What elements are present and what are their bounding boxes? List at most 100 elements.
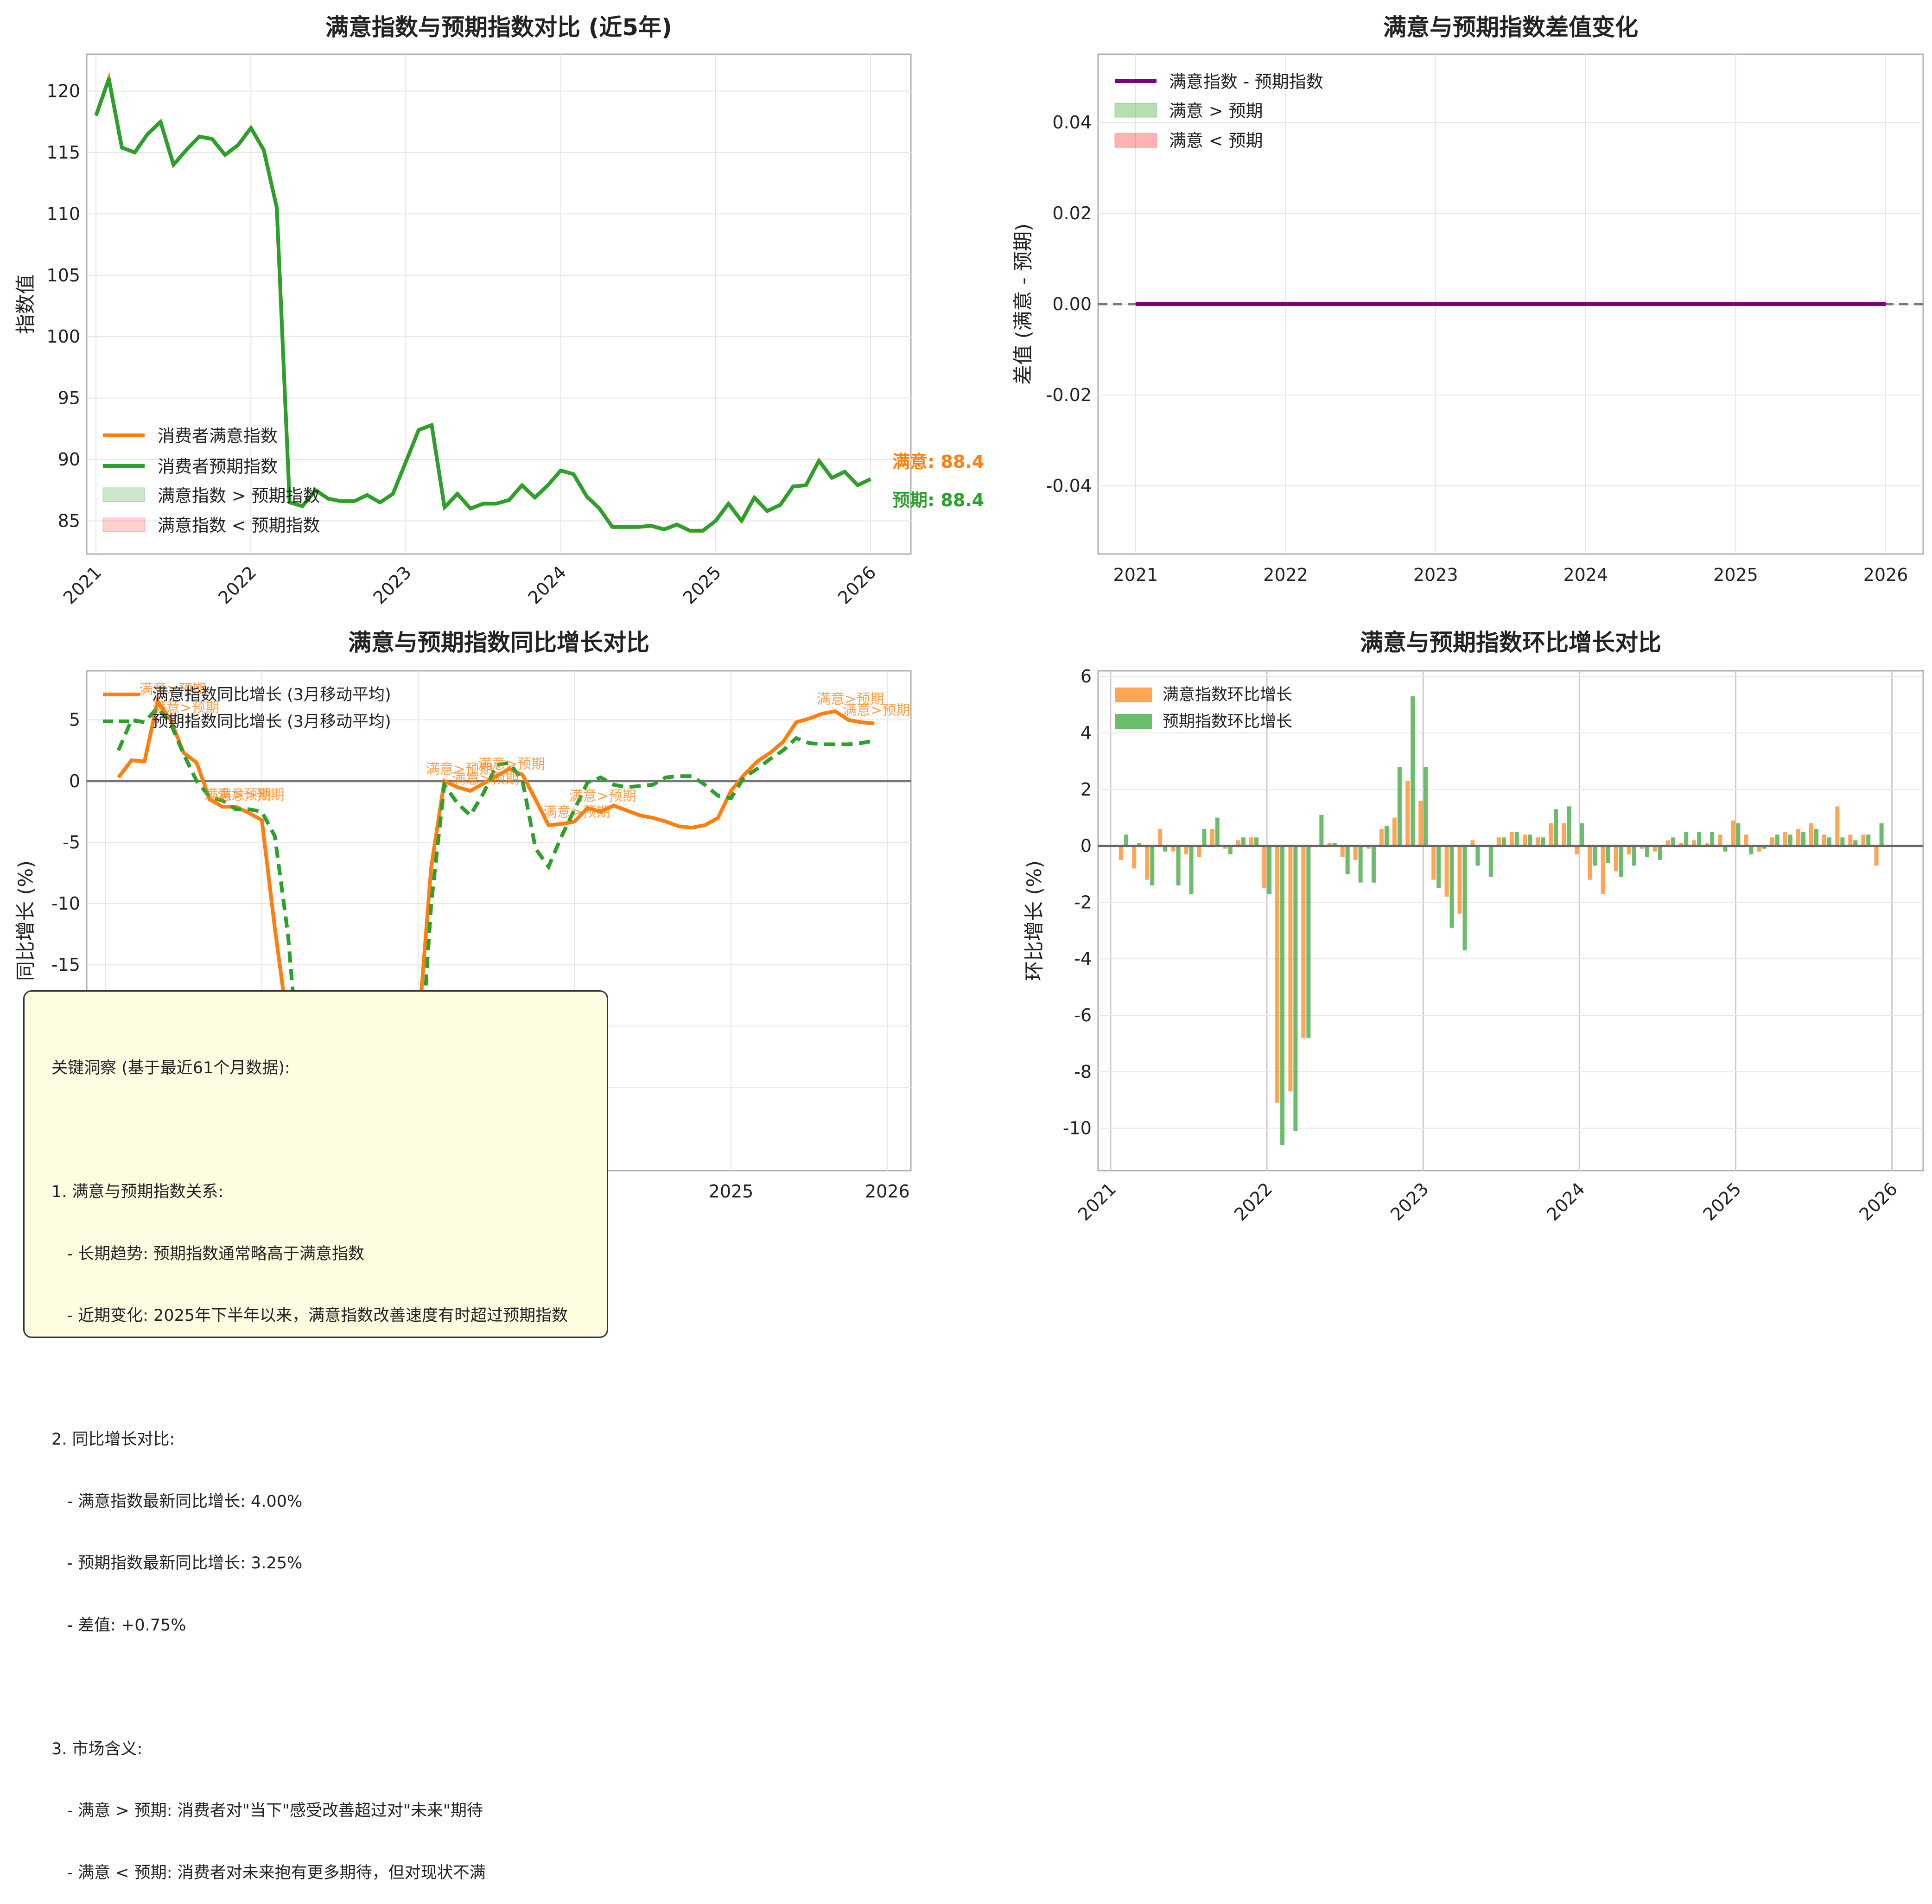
x-tick-label: 2025: [679, 562, 725, 608]
bar-satisfaction: [1132, 846, 1137, 869]
legend-label: 消费者预期指数: [158, 457, 278, 477]
insight-line: - 满意 > 预期: 消费者对"当下"感受改善超过对"未来"期待: [51, 1802, 483, 1820]
bar-satisfaction: [1210, 829, 1214, 846]
bar-expectation: [1332, 843, 1337, 846]
series-line-expectation: [94, 77, 871, 533]
bar-expectation: [1801, 832, 1806, 846]
bar-satisfaction: [1549, 823, 1553, 846]
x-tick-label: 2026: [1863, 565, 1908, 585]
bar-expectation: [1684, 832, 1689, 846]
panel-index-comparison: 2021 2022 2023 2024 2025 2026 85 90 95 100 105 110 1…: [14, 14, 984, 608]
bar-expectation: [1241, 837, 1246, 846]
bar-satisfaction: [1575, 846, 1579, 854]
bar-expectation: [1189, 846, 1194, 894]
bar-satisfaction: [1379, 829, 1384, 846]
plot-area: [86, 53, 912, 555]
y-tick-label: 105: [46, 265, 80, 286]
insight-line: - 满意 < 预期: 消费者对未来抱有更多期待，但对现状不满: [51, 1863, 486, 1882]
bar-expectation: [1840, 837, 1845, 846]
bar-satisfaction: [1665, 840, 1670, 846]
bar-satisfaction: [1327, 843, 1332, 846]
legend-swatch-satisfaction: [1115, 688, 1152, 702]
bar-expectation: [1280, 846, 1285, 1146]
bar-expectation: [1202, 829, 1207, 846]
bar-satisfaction: [1509, 832, 1514, 846]
y-tick-label: -10: [1063, 1118, 1092, 1139]
legend: 满意指数 - 预期指数 满意 > 预期 满意 < 预期: [1114, 72, 1323, 151]
bar-expectation: [1345, 846, 1350, 874]
bar-satisfaction: [1731, 820, 1735, 846]
bar-satisfaction: [1158, 829, 1163, 846]
bar-satisfaction: [1431, 846, 1436, 880]
insight-line: [51, 1120, 607, 1141]
bar-satisfaction: [1418, 801, 1423, 846]
bar-expectation: [1384, 826, 1389, 846]
insight-line: 2. 同比增长对比:: [51, 1430, 175, 1449]
bar-expectation: [1319, 815, 1324, 846]
bar-expectation: [1593, 846, 1597, 866]
bar-satisfaction: [1470, 840, 1475, 846]
bar-expectation: [1124, 834, 1128, 846]
y-tick-label: 90: [58, 449, 80, 470]
insight-line: 3. 市场含义:: [51, 1739, 143, 1758]
y-tick-label: -0.02: [1046, 385, 1092, 405]
bar-satisfaction: [1614, 846, 1618, 872]
bar-expectation: [1215, 817, 1220, 846]
point-label: 满意>预期: [204, 787, 272, 803]
bar-satisfaction: [1301, 846, 1306, 1038]
bar-expectation: [1163, 846, 1168, 852]
bar-satisfaction: [1588, 846, 1592, 880]
bar-expectation: [1671, 837, 1675, 846]
bar-expectation: [1619, 846, 1623, 877]
y-tick-label: 0: [69, 771, 80, 791]
bar-satisfaction: [1692, 840, 1697, 846]
bar-satisfaction: [1627, 846, 1631, 854]
bar-satisfaction: [1223, 846, 1227, 849]
x-tick-label: 2022: [1230, 1178, 1277, 1225]
bar-satisfaction: [1861, 834, 1866, 846]
bar-expectation: [1567, 806, 1571, 846]
bar-expectation: [1528, 834, 1532, 846]
bar-expectation: [1788, 834, 1792, 846]
bar-expectation: [1228, 846, 1233, 854]
legend-swatch-pos: [102, 487, 145, 502]
x-tick-label: 2022: [214, 562, 261, 608]
point-label: 满意>预期: [478, 756, 545, 772]
x-tick-label: 2026: [865, 1181, 910, 1202]
bar-expectation: [1449, 846, 1454, 928]
bar-expectation: [1150, 846, 1155, 885]
x-tick-label: 2025: [1713, 565, 1758, 585]
bar-satisfaction: [1457, 846, 1462, 914]
bar-satisfaction: [1366, 846, 1371, 849]
x-tick-label: 2024: [1563, 565, 1608, 585]
y-tick-label: 0: [1080, 836, 1092, 856]
insight-line: - 预期指数最新同比增长: 3.25%: [51, 1554, 303, 1573]
y-tick-label: -0.04: [1046, 476, 1092, 496]
bar-expectation: [1606, 846, 1610, 863]
bar-expectation: [1267, 846, 1272, 894]
bar-satisfaction: [1562, 823, 1566, 846]
y-tick-label: 115: [46, 142, 80, 163]
x-tick-label: 2024: [524, 562, 571, 608]
bar-satisfaction: [1536, 837, 1540, 846]
bar-expectation: [1176, 846, 1181, 885]
bar-expectation: [1137, 843, 1142, 846]
y-axis-label: 环比增长 (%): [1023, 860, 1046, 981]
annotation-satisfaction: 满意: 88.4: [892, 452, 984, 472]
bar-satisfaction: [1340, 846, 1345, 857]
y-tick-label: -15: [51, 955, 80, 975]
bar-expectation: [1397, 767, 1402, 846]
point-label: 满意>预期: [817, 691, 884, 707]
chart-title: 满意与预期指数同比增长对比: [348, 629, 649, 656]
y-tick-label: 0.02: [1052, 203, 1092, 223]
bar-expectation: [1866, 834, 1871, 846]
legend: 满意指数环比增长 预期指数环比增长: [1115, 686, 1292, 731]
bar-satisfaction: [1705, 843, 1710, 846]
bar-expectation: [1775, 834, 1779, 846]
bar-expectation: [1723, 846, 1728, 852]
y-tick-label: 100: [46, 326, 80, 347]
chart-title: 满意与预期指数环比增长对比: [1360, 629, 1661, 656]
bar-satisfaction: [1718, 834, 1722, 846]
y-axis-label: 同比增长 (%): [14, 860, 38, 981]
chart-title: 满意指数与预期指数对比 (近5年): [325, 14, 672, 41]
